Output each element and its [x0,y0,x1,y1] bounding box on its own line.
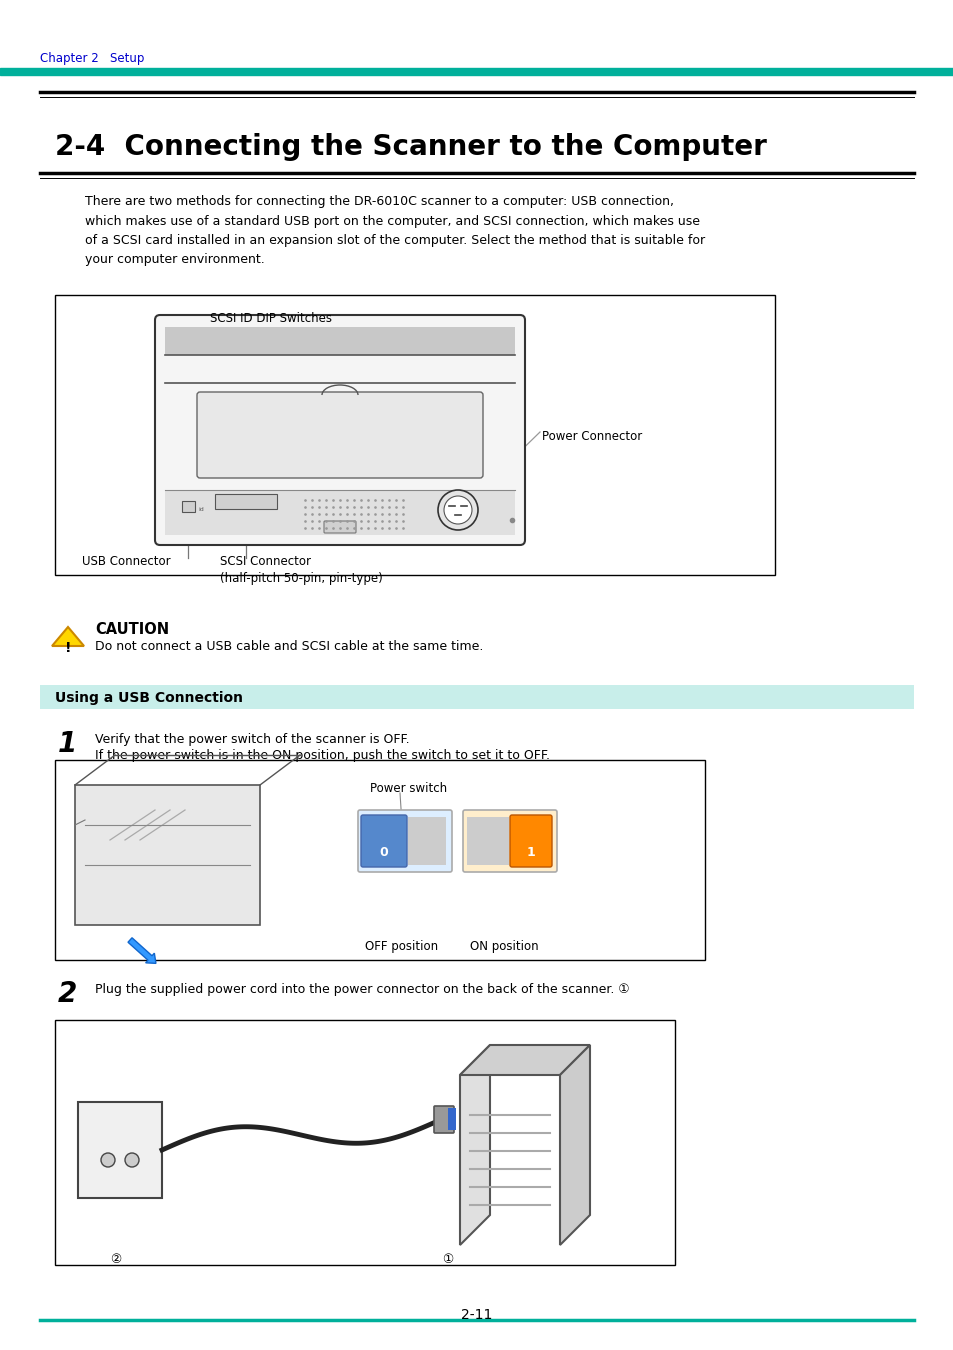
FancyBboxPatch shape [196,392,482,478]
Circle shape [443,495,472,524]
Bar [0,68,953,76]
Text: 2: 2 [58,980,77,1008]
Circle shape [125,1153,139,1166]
FancyArrow shape [128,938,155,964]
Bar [78,1102,162,1197]
Text: 2-4  Connecting the Scanner to the Computer: 2-4 Connecting the Scanner to the Comput… [55,134,766,161]
Bar [408,817,446,865]
FancyBboxPatch shape [360,815,407,867]
Text: id: id [198,508,204,512]
Text: Using a USB Connection: Using a USB Connection [55,691,243,705]
Text: Power switch: Power switch [370,782,447,795]
Circle shape [101,1153,115,1166]
Text: ON position: ON position [470,940,538,953]
FancyBboxPatch shape [510,815,552,867]
Text: SCSI Connector
(half-pitch 50-pin, pin-type): SCSI Connector (half-pitch 50-pin, pin-t… [220,555,382,585]
Bar [165,327,515,355]
Text: !: ! [65,641,71,655]
Text: There are two methods for connecting the DR-6010C scanner to a computer: USB con: There are two methods for connecting the… [85,194,704,266]
Bar [75,784,260,925]
Text: 1: 1 [58,730,77,757]
Text: Chapter 2   Setup: Chapter 2 Setup [40,53,144,65]
Text: 2-11: 2-11 [461,1308,492,1322]
FancyBboxPatch shape [462,810,557,872]
Text: CAUTION: CAUTION [95,622,169,637]
Bar [448,1108,456,1130]
Polygon shape [559,1045,589,1245]
FancyBboxPatch shape [357,810,452,872]
Text: OFF position: OFF position [365,940,437,953]
FancyBboxPatch shape [434,1106,454,1133]
Bar [467,817,509,865]
Circle shape [437,490,477,531]
Text: If the power switch is in the ON position, push the switch to set it to OFF.: If the power switch is in the ON positio… [95,749,550,761]
Text: USB Connector: USB Connector [82,555,171,568]
Bar [40,684,913,709]
Bar [165,490,515,535]
Bar [55,296,774,575]
Bar [55,1021,675,1265]
Text: 1: 1 [526,846,535,859]
Polygon shape [459,1045,589,1075]
Text: ②: ② [110,1253,121,1266]
Text: ①: ① [441,1253,453,1266]
FancyBboxPatch shape [324,521,355,533]
Text: Plug the supplied power cord into the power connector on the back of the scanner: Plug the supplied power cord into the po… [95,983,629,996]
Text: Do not connect a USB cable and SCSI cable at the same time.: Do not connect a USB cable and SCSI cabl… [95,640,483,653]
Bar [182,501,194,512]
Text: 0: 0 [379,846,388,859]
Bar [55,760,704,960]
Bar [214,494,276,509]
FancyBboxPatch shape [154,315,524,545]
Text: Verify that the power switch of the scanner is OFF.: Verify that the power switch of the scan… [95,733,409,747]
Polygon shape [459,1045,490,1245]
Polygon shape [52,626,84,647]
Text: SCSI ID DIP Switches: SCSI ID DIP Switches [210,312,332,325]
Text: Power Connector: Power Connector [541,431,641,443]
